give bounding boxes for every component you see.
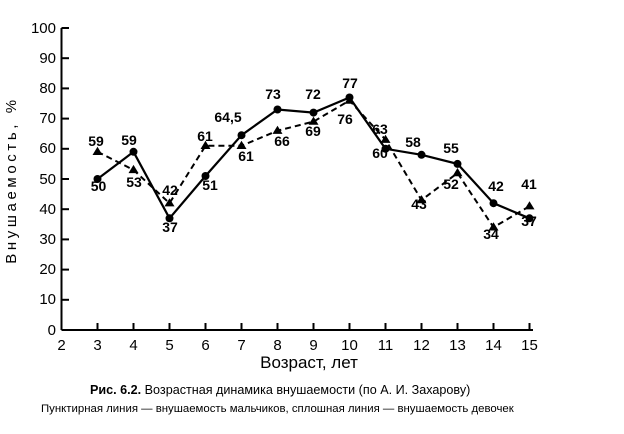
svg-text:73: 73 xyxy=(265,86,281,102)
svg-text:69: 69 xyxy=(305,123,321,139)
svg-text:10: 10 xyxy=(39,291,56,308)
svg-text:43: 43 xyxy=(411,196,427,212)
svg-text:76: 76 xyxy=(337,111,353,127)
svg-text:30: 30 xyxy=(39,231,56,248)
svg-text:12: 12 xyxy=(413,337,430,354)
svg-text:61: 61 xyxy=(238,148,254,164)
svg-text:55: 55 xyxy=(443,140,459,156)
svg-text:13: 13 xyxy=(449,337,466,354)
svg-text:59: 59 xyxy=(121,132,137,148)
svg-text:60: 60 xyxy=(39,140,56,157)
svg-text:11: 11 xyxy=(378,337,394,354)
svg-text:10: 10 xyxy=(341,337,358,354)
svg-text:0: 0 xyxy=(48,322,56,339)
svg-text:42: 42 xyxy=(488,178,504,194)
svg-text:63: 63 xyxy=(372,121,388,137)
svg-text:8: 8 xyxy=(273,337,281,354)
svg-text:2: 2 xyxy=(57,337,65,354)
svg-text:34: 34 xyxy=(483,226,499,242)
svg-text:90: 90 xyxy=(39,50,56,67)
svg-text:Возраст, лет: Возраст, лет xyxy=(260,353,358,372)
svg-text:53: 53 xyxy=(126,174,142,190)
svg-text:52: 52 xyxy=(443,176,459,192)
svg-text:80: 80 xyxy=(39,80,56,97)
svg-text:7: 7 xyxy=(237,337,245,354)
svg-text:6: 6 xyxy=(201,337,209,354)
svg-text:72: 72 xyxy=(305,86,321,102)
svg-text:50: 50 xyxy=(91,178,107,194)
svg-text:61: 61 xyxy=(197,128,213,144)
svg-text:64,5: 64,5 xyxy=(214,109,241,125)
svg-text:4: 4 xyxy=(129,337,137,354)
svg-text:100: 100 xyxy=(31,20,56,37)
svg-text:51: 51 xyxy=(202,177,218,193)
svg-text:60: 60 xyxy=(372,145,388,161)
svg-text:Пунктирная линия — внушаемость: Пунктирная линия — внушаемость мальчиков… xyxy=(41,403,515,415)
svg-text:9: 9 xyxy=(309,337,317,354)
svg-text:50: 50 xyxy=(39,171,56,188)
svg-text:14: 14 xyxy=(485,337,502,354)
svg-text:58: 58 xyxy=(405,134,421,150)
svg-text:41: 41 xyxy=(521,176,537,192)
svg-text:Внушаемость, %: Внушаемость, % xyxy=(3,96,20,263)
svg-text:59: 59 xyxy=(88,133,104,149)
svg-text:20: 20 xyxy=(39,261,56,278)
svg-text:15: 15 xyxy=(521,337,538,354)
svg-text:66: 66 xyxy=(274,133,290,149)
svg-text:42: 42 xyxy=(162,182,178,198)
svg-text:37: 37 xyxy=(162,219,178,235)
svg-text:3: 3 xyxy=(93,337,101,354)
svg-text:5: 5 xyxy=(165,337,173,354)
svg-text:37: 37 xyxy=(521,213,537,229)
svg-text:40: 40 xyxy=(39,201,56,218)
svg-text:70: 70 xyxy=(39,110,56,127)
svg-text:77: 77 xyxy=(342,75,358,91)
svg-text:Рис. 6.2. Возрастная динамика: Рис. 6.2. Возрастная динамика внушаемост… xyxy=(90,383,470,397)
